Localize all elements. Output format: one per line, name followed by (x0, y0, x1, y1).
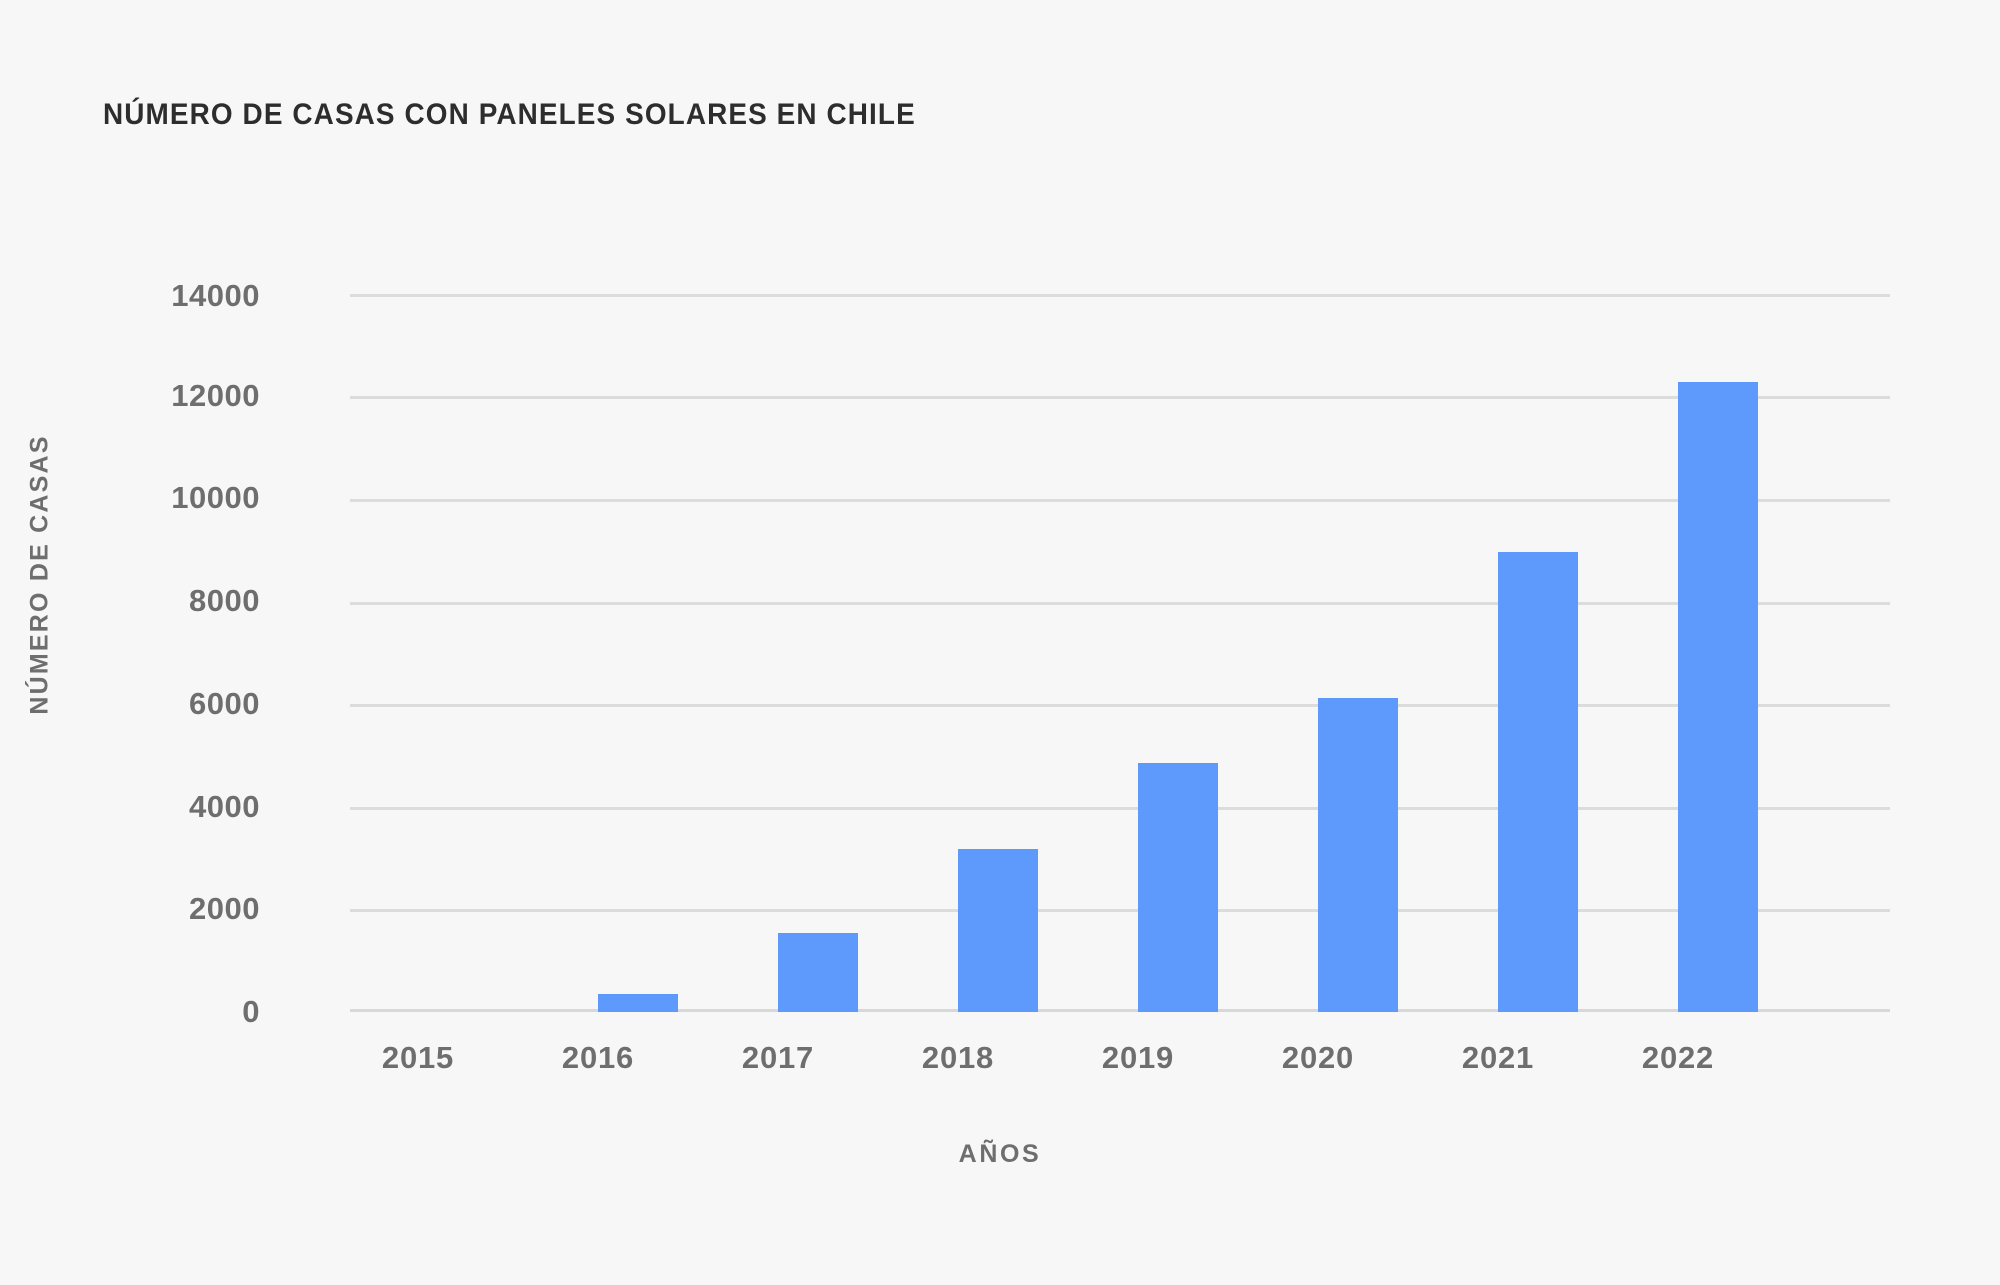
gridline-baseline-0 (350, 1009, 1890, 1012)
y-tick-label-8000: 8000 (189, 583, 260, 618)
y-axis-title: NÚMERO DE CASAS (25, 434, 54, 715)
y-tick-label-0: 0 (242, 994, 260, 1029)
bar-2020[interactable] (1318, 698, 1398, 1012)
y-tick-label-6000: 6000 (189, 686, 260, 721)
gridline-6000 (350, 704, 1890, 707)
x-tick-label-2019: 2019 (1101, 1040, 1175, 1075)
bar-2018[interactable] (958, 849, 1038, 1012)
x-tick-label-2018: 2018 (921, 1040, 995, 1075)
gridline-12000 (350, 396, 1890, 399)
y-tick-label-14000: 14000 (171, 278, 260, 313)
x-tick-label-2017: 2017 (741, 1040, 815, 1075)
gridline-8000 (350, 602, 1890, 605)
y-tick-label-4000: 4000 (189, 789, 260, 824)
gridline-2000 (350, 909, 1890, 912)
x-tick-label-2016: 2016 (561, 1040, 635, 1075)
bar-2016[interactable] (598, 994, 678, 1012)
plot-area (350, 294, 1890, 1012)
bar-2022[interactable] (1678, 382, 1758, 1012)
x-tick-label-2020: 2020 (1281, 1040, 1355, 1075)
x-axis-title: AÑOS (958, 1140, 1042, 1168)
x-tick-label-2021: 2021 (1461, 1040, 1535, 1075)
gridline-14000 (350, 294, 1890, 297)
x-tick-label-2022: 2022 (1641, 1040, 1715, 1075)
bar-2019[interactable] (1138, 763, 1218, 1012)
y-tick-label-2000: 2000 (189, 891, 260, 926)
bar-2021[interactable] (1498, 552, 1578, 1012)
gridline-10000 (350, 499, 1890, 502)
x-tick-label-2015: 2015 (381, 1040, 455, 1075)
page-title: NÚMERO DE CASAS CON PANELES SOLARES EN C… (103, 98, 916, 131)
y-tick-label-10000: 10000 (171, 480, 260, 515)
gridline-4000 (350, 807, 1890, 810)
y-tick-label-12000: 12000 (171, 378, 260, 413)
bar-2017[interactable] (778, 933, 858, 1012)
